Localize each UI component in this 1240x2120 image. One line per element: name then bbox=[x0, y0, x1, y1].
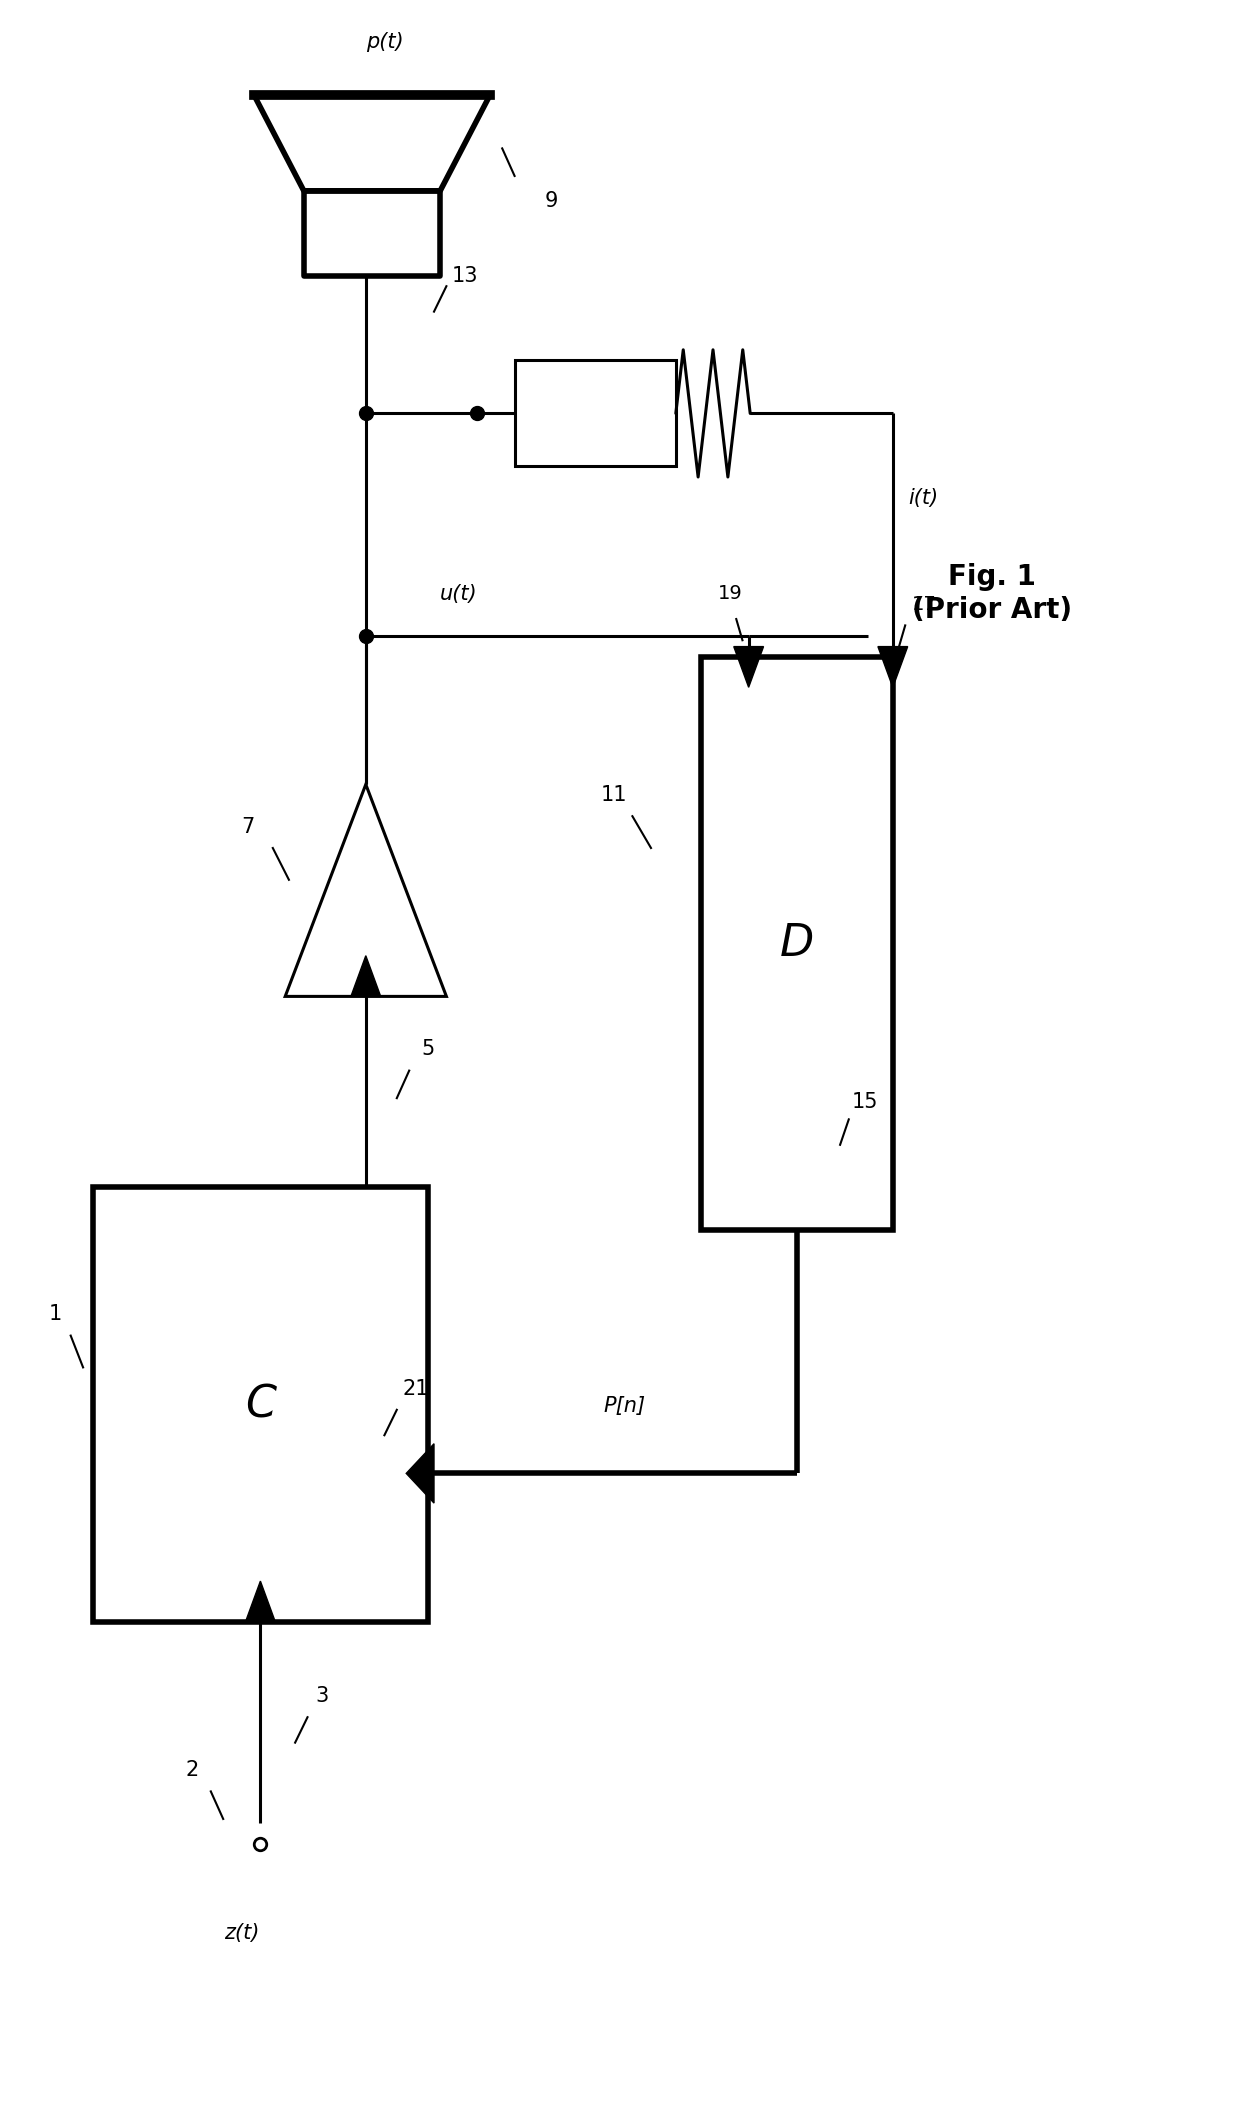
Text: D: D bbox=[780, 922, 813, 965]
Polygon shape bbox=[734, 647, 764, 687]
Text: Fig. 1
(Prior Art): Fig. 1 (Prior Art) bbox=[911, 564, 1073, 623]
Polygon shape bbox=[878, 647, 908, 687]
Text: 13: 13 bbox=[451, 265, 479, 286]
Bar bbox=[515, 360, 676, 466]
Text: P[n]: P[n] bbox=[604, 1395, 646, 1416]
Bar bbox=[701, 657, 893, 1230]
Text: u(t): u(t) bbox=[440, 583, 477, 604]
Text: p(t): p(t) bbox=[366, 32, 403, 53]
Polygon shape bbox=[407, 1444, 434, 1503]
Text: 21: 21 bbox=[402, 1378, 429, 1399]
Text: 19: 19 bbox=[718, 585, 743, 602]
Text: 3: 3 bbox=[316, 1685, 329, 1707]
Polygon shape bbox=[351, 956, 381, 996]
Polygon shape bbox=[246, 1582, 275, 1622]
Text: 7: 7 bbox=[242, 816, 254, 837]
Text: 2: 2 bbox=[186, 1760, 198, 1781]
Text: 17: 17 bbox=[911, 596, 936, 613]
Text: 15: 15 bbox=[852, 1092, 878, 1113]
Bar bbox=[93, 1187, 428, 1622]
Text: z(t): z(t) bbox=[224, 1923, 259, 1944]
Text: 11: 11 bbox=[600, 784, 627, 806]
Text: 1: 1 bbox=[50, 1304, 62, 1325]
Text: i(t): i(t) bbox=[909, 488, 939, 509]
Text: C: C bbox=[244, 1382, 277, 1427]
Text: 5: 5 bbox=[422, 1039, 434, 1060]
Text: 9: 9 bbox=[546, 191, 558, 212]
